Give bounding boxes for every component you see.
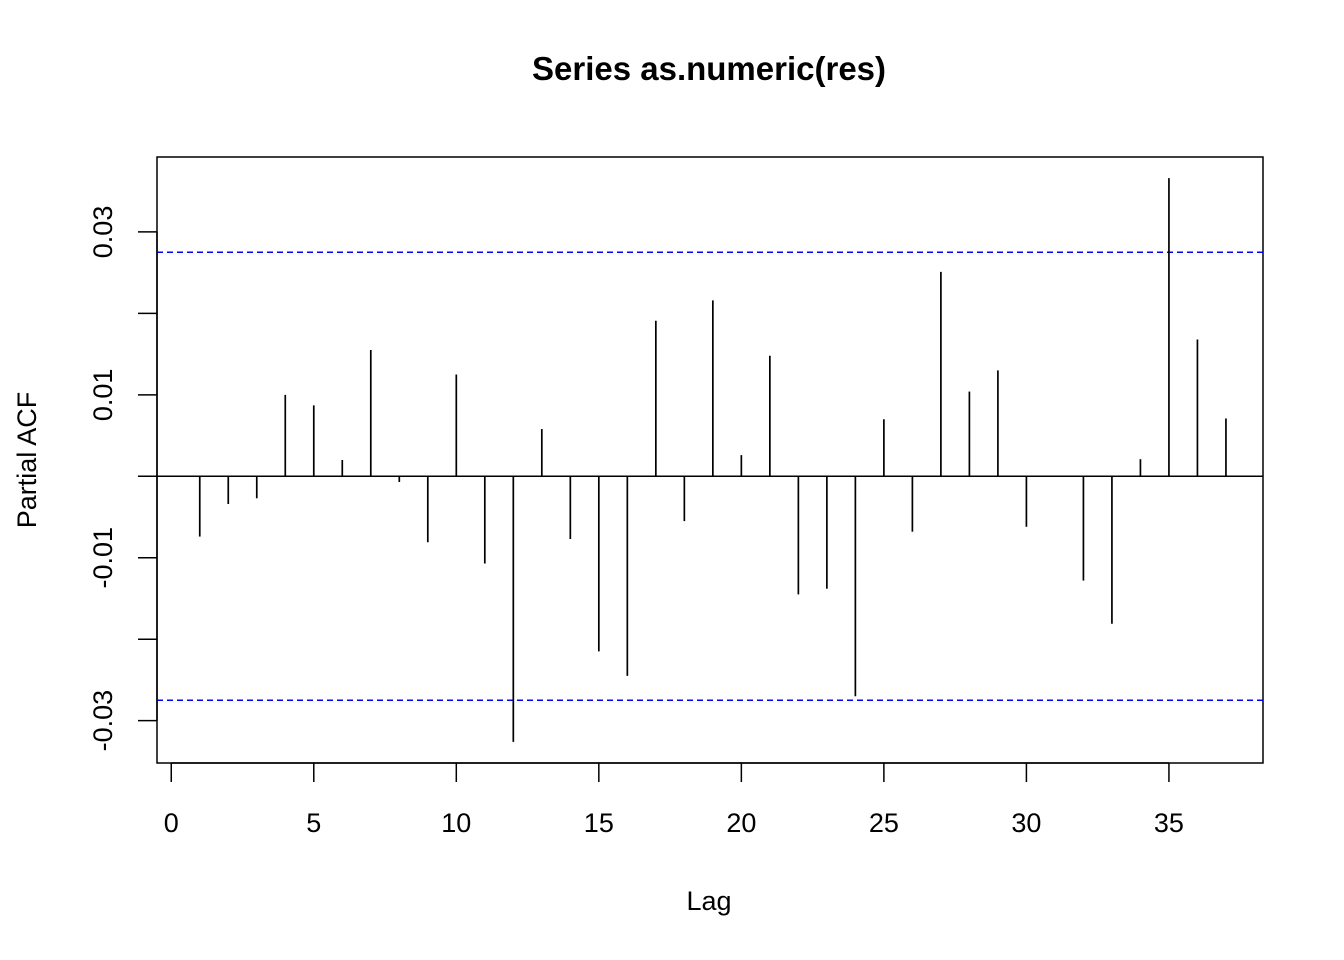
x-tick-label: 35 <box>1154 808 1184 838</box>
x-axis-label: Lag <box>686 886 731 916</box>
y-tick-label: 0.01 <box>88 369 118 422</box>
x-tick-label: 5 <box>306 808 321 838</box>
x-tick-label: 30 <box>1011 808 1041 838</box>
confidence-bounds <box>157 251 1263 702</box>
y-tick-label: -0.01 <box>88 527 118 589</box>
y-tick-label: -0.03 <box>88 690 118 752</box>
x-tick-label: 0 <box>164 808 179 838</box>
plot-frame <box>156 156 1264 764</box>
x-tick-label: 15 <box>584 808 614 838</box>
y-axis-label: Partial ACF <box>12 392 42 529</box>
x-axis: 0 5 10 15 20 25 30 35 <box>164 762 1184 838</box>
x-tick-label: 25 <box>869 808 899 838</box>
y-axis: -0.03 -0.01 0.01 0.03 <box>88 206 158 752</box>
x-tick-label: 10 <box>441 808 471 838</box>
chart-title: Series as.numeric(res) <box>532 50 886 87</box>
x-tick-label: 20 <box>726 808 756 838</box>
pacf-bars <box>198 178 1227 742</box>
y-tick-label: 0.03 <box>88 206 118 259</box>
